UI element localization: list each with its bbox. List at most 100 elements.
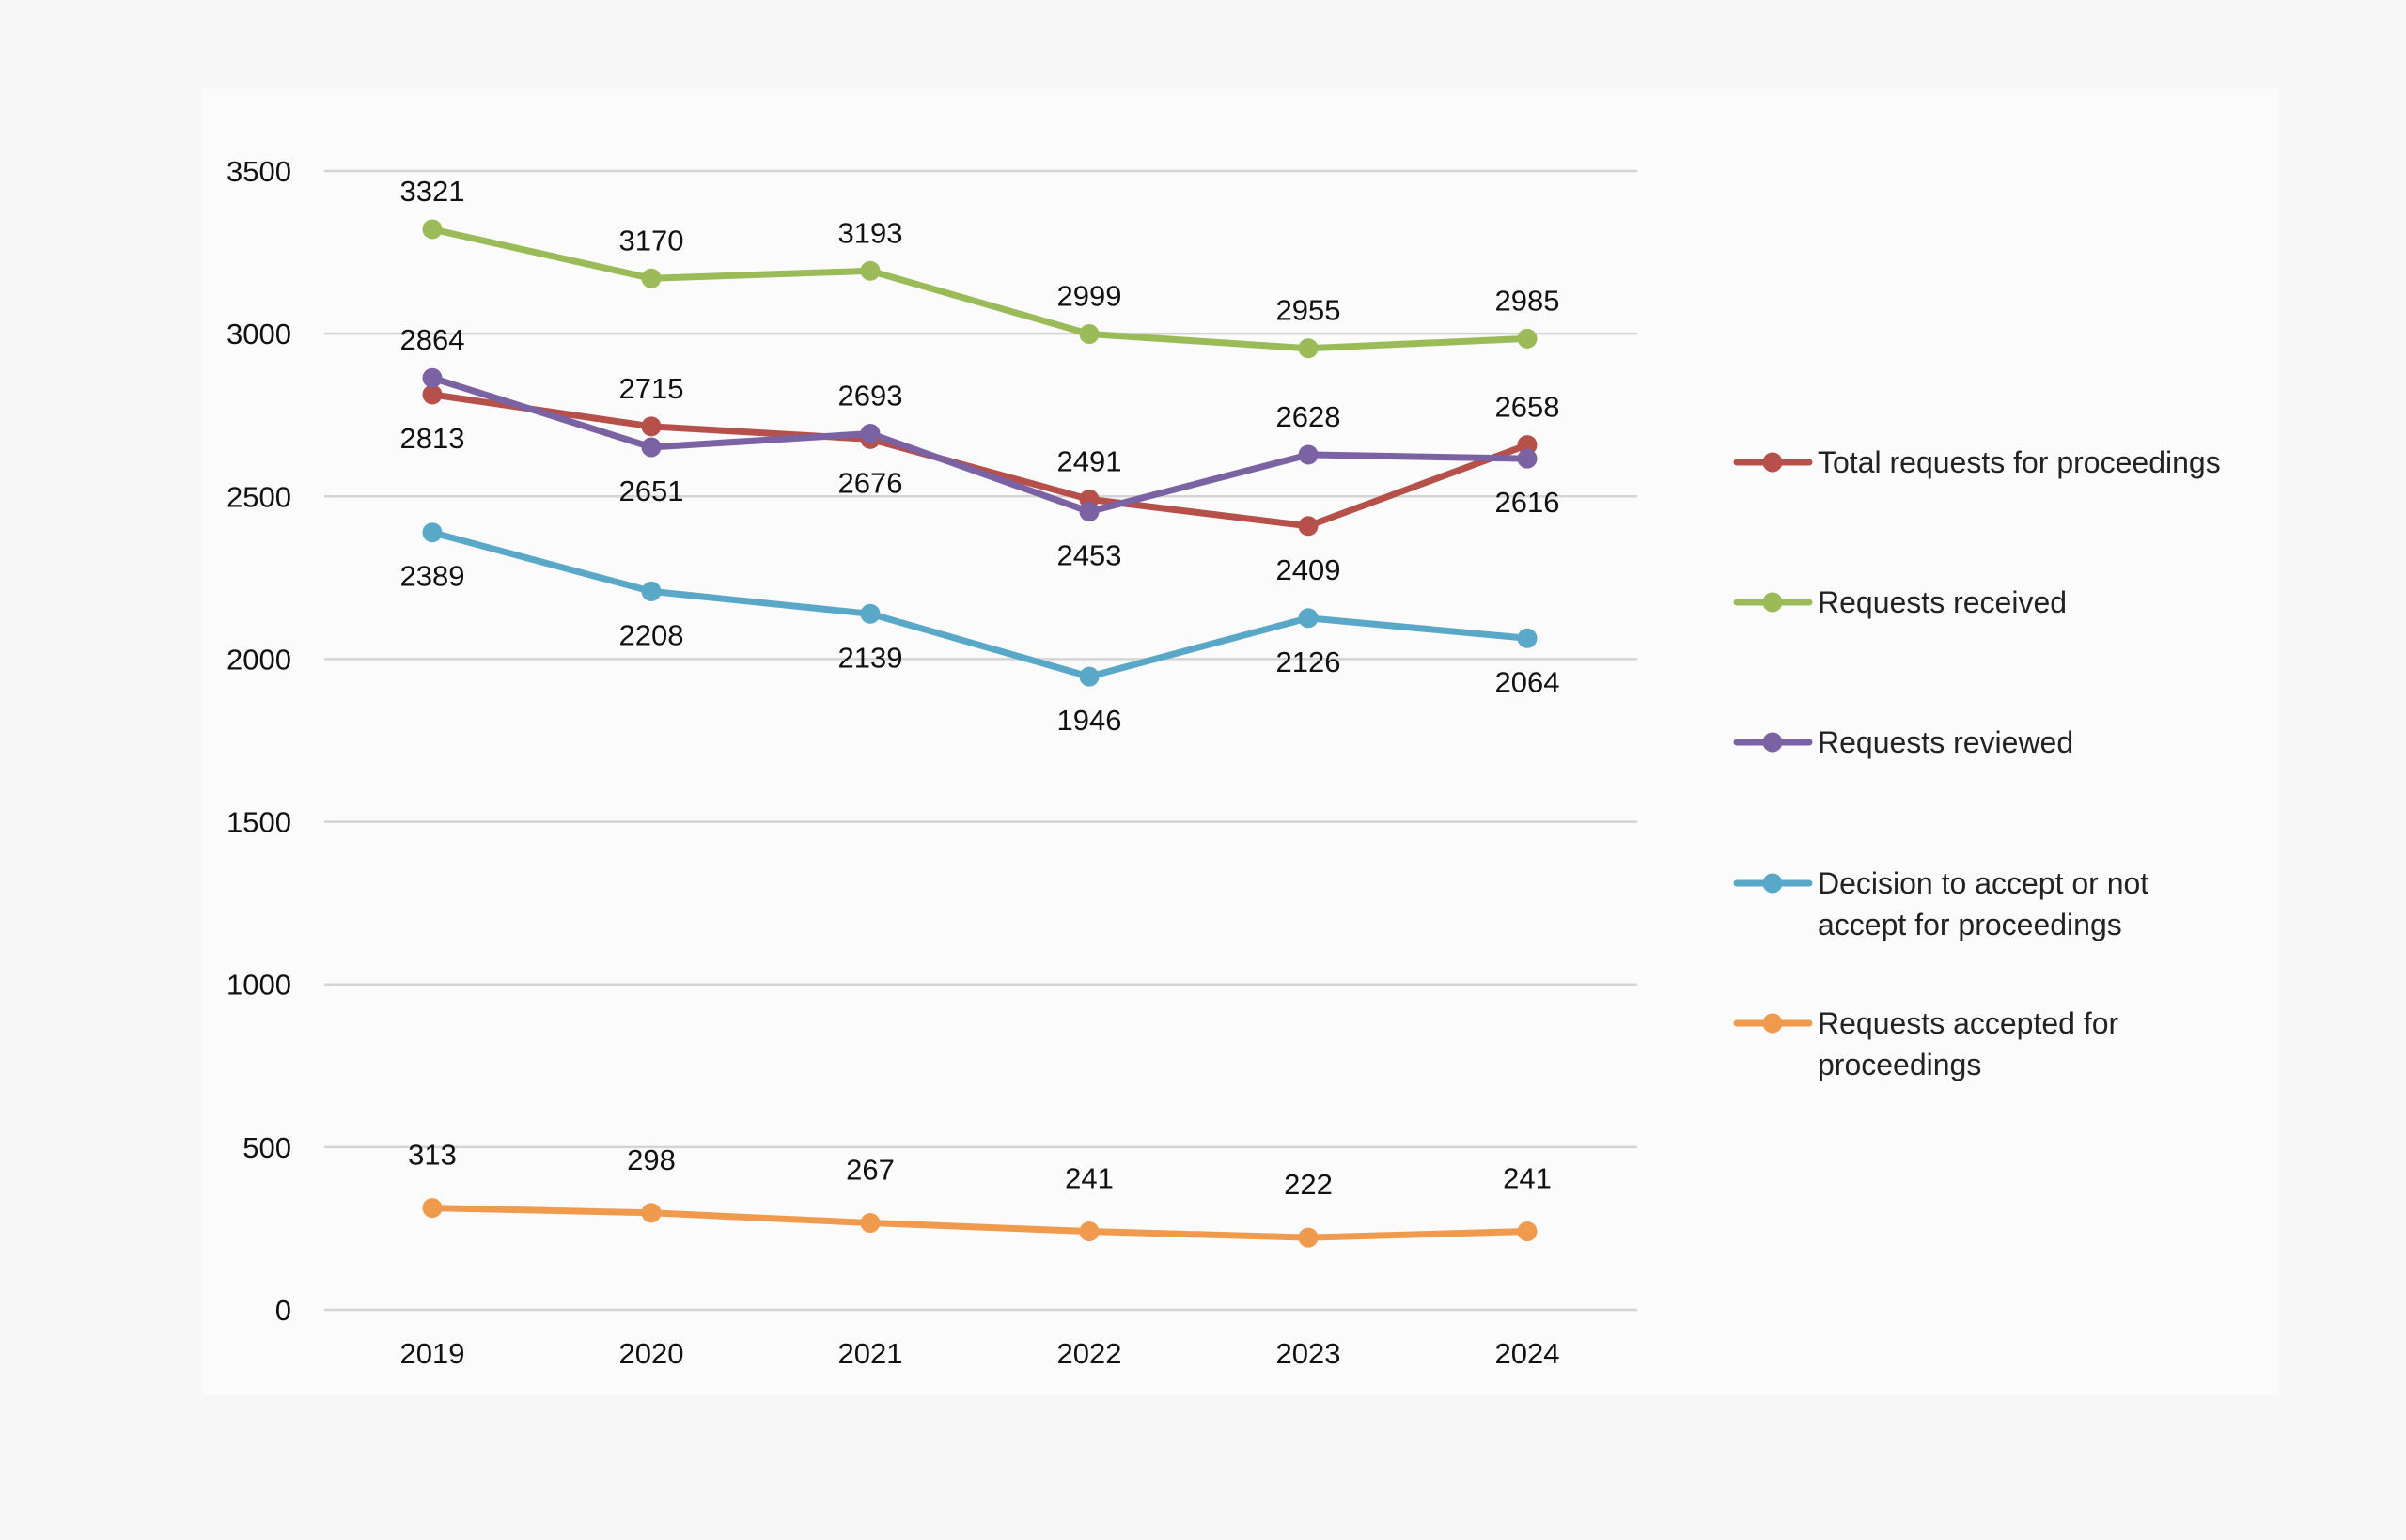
- data-point: [641, 581, 662, 601]
- x-tick-label: 2024: [1495, 1337, 1560, 1370]
- data-point: [641, 268, 662, 288]
- data-point: [860, 603, 881, 624]
- data-point: [860, 260, 881, 281]
- y-axis: 0 500 1000 1500 2000 2500 3000 3500: [227, 155, 291, 1327]
- y-tick-label: 2000: [227, 643, 291, 676]
- legend-label: Requests received: [1818, 585, 2067, 619]
- legend-label: Total requests for proceedings: [1818, 445, 2221, 479]
- data-label: 2616: [1495, 486, 1560, 519]
- series-group: [422, 219, 1538, 1248]
- x-axis: 2019 2020 2021 2022 2023 2024: [400, 1337, 1560, 1370]
- series-line: [429, 1205, 1531, 1241]
- y-tick-label: 0: [275, 1294, 291, 1327]
- data-label: 2864: [400, 323, 465, 356]
- data-point: [1517, 628, 1538, 648]
- legend-label-line: proceedings: [1818, 1048, 1981, 1081]
- data-point: [1298, 338, 1319, 359]
- data-label: 2999: [1057, 279, 1122, 312]
- x-tick-label: 2020: [619, 1337, 684, 1370]
- data-label: 298: [627, 1143, 676, 1176]
- data-point: [1079, 323, 1100, 344]
- gridlines: [324, 169, 1637, 1312]
- data-point: [422, 522, 443, 543]
- data-point: [641, 416, 662, 437]
- data-label: 2409: [1276, 553, 1341, 586]
- y-tick-label: 2500: [227, 480, 291, 513]
- data-point: [1298, 1227, 1319, 1248]
- data-label: 2628: [1276, 400, 1341, 433]
- series-line: [429, 226, 1531, 352]
- data-label: 2676: [838, 466, 903, 499]
- data-label: 241: [1503, 1162, 1552, 1195]
- data-point: [422, 1198, 443, 1219]
- data-label: 2389: [400, 560, 465, 593]
- legend: Total requests for proceedings Requests r…: [1733, 445, 2221, 1081]
- legend-swatch-marker: [1762, 592, 1783, 613]
- legend-swatch-marker: [1762, 732, 1783, 753]
- data-label: 2658: [1495, 391, 1560, 424]
- data-label: 2813: [400, 422, 465, 455]
- data-point: [422, 384, 443, 405]
- data-label: 2491: [1057, 444, 1122, 477]
- y-tick-label: 3000: [227, 318, 291, 350]
- data-point: [1298, 516, 1319, 537]
- data-point: [1079, 502, 1100, 522]
- y-tick-label: 500: [242, 1131, 291, 1164]
- legend-swatch-marker: [1762, 873, 1783, 894]
- legend-swatch-marker: [1762, 1013, 1783, 1034]
- data-label: 2139: [838, 641, 903, 674]
- data-point: [641, 1203, 662, 1223]
- legend-label-line: Requests reviewed: [1818, 725, 2073, 759]
- data-label: 3193: [838, 216, 903, 249]
- data-point: [1298, 608, 1319, 629]
- data-point: [1517, 1221, 1538, 1242]
- y-tick-label: 1500: [227, 806, 291, 839]
- legend-label-line: Total requests for proceedings: [1818, 445, 2221, 479]
- data-label: 2693: [838, 379, 903, 412]
- series-line: [429, 374, 1531, 516]
- legend-item: Requests reviewed: [1733, 725, 2073, 759]
- legend-label-line: Requests accepted for: [1818, 1006, 2119, 1040]
- y-tick-label: 3500: [227, 155, 291, 188]
- legend-label: Requests accepted for proceedings: [1818, 1006, 2119, 1081]
- chart-panel: [202, 89, 2279, 1395]
- data-point: [1298, 444, 1319, 465]
- x-tick-label: 2019: [400, 1337, 465, 1370]
- legend-item: Decision to accept or not accept for proc…: [1733, 866, 2148, 941]
- data-point: [1517, 435, 1538, 456]
- data-label: 313: [408, 1139, 457, 1172]
- data-point: [1517, 448, 1538, 469]
- legend-label: Decision to accept or not accept for proc…: [1818, 866, 2148, 941]
- data-point: [422, 219, 443, 240]
- series-line: [429, 391, 1531, 530]
- legend-label-line: Decision to accept or not: [1818, 866, 2148, 900]
- data-label: 2064: [1495, 665, 1560, 698]
- data-label: 2453: [1057, 539, 1122, 572]
- data-label: 2715: [619, 372, 684, 405]
- data-point: [1079, 666, 1100, 687]
- data-label: 222: [1284, 1168, 1333, 1201]
- legend-label-line: Requests received: [1818, 585, 2067, 619]
- data-label: 3321: [400, 175, 465, 208]
- data-point: [422, 367, 443, 388]
- data-label: 2208: [619, 618, 684, 651]
- data-point: [860, 423, 881, 443]
- y-tick-label: 1000: [227, 969, 291, 1002]
- legend-item: Requests received: [1733, 585, 2067, 619]
- legend-swatch-marker: [1762, 452, 1783, 473]
- x-tick-label: 2023: [1276, 1337, 1341, 1370]
- data-label: 2651: [619, 474, 684, 507]
- legend-item: Requests accepted for proceedings: [1733, 1006, 2119, 1081]
- data-label: 3170: [619, 224, 684, 257]
- data-label: 2985: [1495, 284, 1560, 317]
- x-tick-label: 2021: [838, 1337, 903, 1370]
- data-label: 241: [1065, 1162, 1114, 1195]
- data-label: 267: [846, 1154, 895, 1187]
- data-point: [860, 1213, 881, 1234]
- data-label: 1946: [1057, 704, 1122, 737]
- legend-label-line: accept for proceedings: [1818, 908, 2122, 941]
- data-labels: 2813 2715 2676 2491 2409 2658 3321 3170 3193 2999…: [400, 175, 1560, 1201]
- series-line: [429, 529, 1531, 680]
- data-point: [641, 437, 662, 458]
